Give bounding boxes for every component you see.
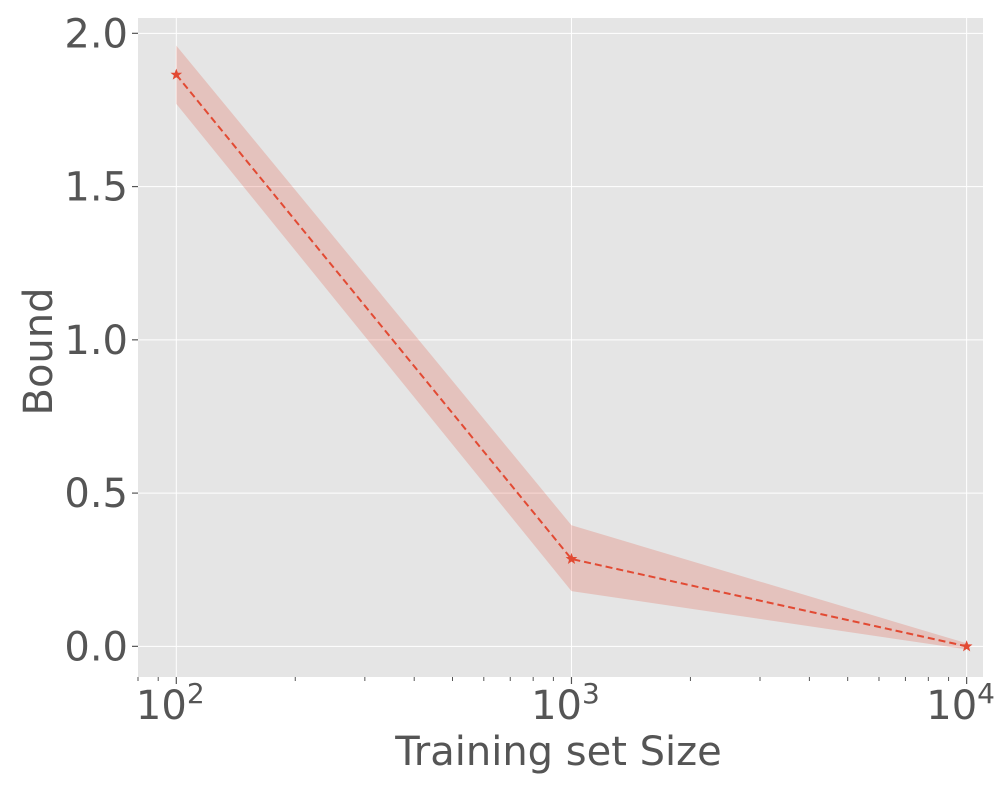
x-axis-title: Training set Size (394, 729, 722, 775)
y-tick-label: 1.5 (64, 165, 128, 211)
confidence-band-layer (176, 45, 967, 650)
data-point-marker (565, 552, 578, 564)
y-tick-label: 2.0 (64, 11, 128, 57)
y-axis-title: Bound (16, 287, 62, 415)
y-tick-label: 1.0 (64, 318, 128, 364)
series-line-layer (175, 74, 967, 648)
data-point-marker (170, 68, 183, 80)
y-tick-label: 0.0 (64, 624, 128, 670)
series-marker-layer (170, 68, 973, 652)
confidence-band (176, 45, 967, 650)
series-line (175, 74, 967, 648)
x-tick-label: 103 (531, 677, 600, 729)
y-tick-label: 0.5 (64, 471, 128, 517)
plot-area (138, 18, 983, 677)
tick-layer: 0.0 0.5 1.0 1.5 2.0 102 103 104 (64, 11, 995, 729)
x-tick-label: 102 (136, 677, 205, 729)
grid-lines (138, 18, 983, 677)
data-point-marker (960, 640, 973, 652)
x-tick-label: 104 (926, 677, 995, 729)
